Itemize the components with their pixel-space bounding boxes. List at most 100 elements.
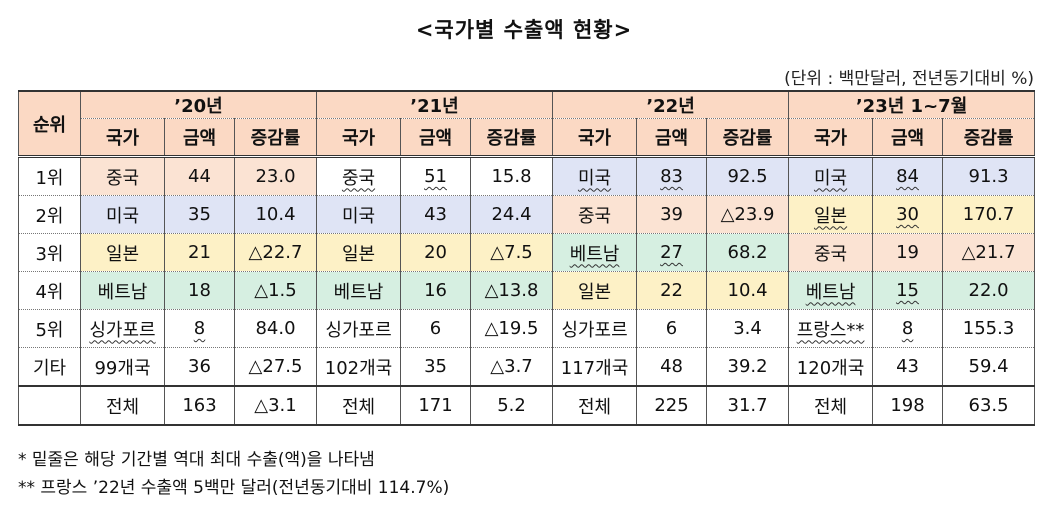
growth-cell: 24.4	[470, 195, 554, 234]
country-name: 싱가포르	[561, 319, 628, 341]
amount-cell: 48	[636, 347, 708, 387]
amount-value: 44	[188, 166, 211, 187]
amount-value: 43	[896, 356, 919, 377]
period-header: ’22년	[552, 90, 790, 119]
amount-value: 83	[660, 166, 683, 187]
country-cell: 전체	[316, 385, 402, 426]
growth-cell: △1.5	[233, 271, 318, 310]
country-name: 중국	[577, 205, 612, 227]
growth-cell: △22.7	[233, 233, 318, 272]
country-name: 미국	[813, 167, 848, 189]
amount-value: 6	[665, 318, 678, 339]
growth-cell: 59.4	[942, 347, 1036, 387]
rank-cell: 기타	[18, 347, 81, 387]
growth-header: 증감률	[470, 118, 554, 158]
country-header: 국가	[788, 118, 874, 158]
amount-value: 51	[424, 166, 447, 187]
period-header-row: 순위 ’20년 ’21년 ’22년 ’23년 1~7월	[18, 90, 1036, 158]
growth-cell: △27.5	[233, 347, 318, 387]
table-row: 3위 일본 21 △22.7 일본 20 △7.5 베트남 27 68.2 중국 19 △21.7	[18, 233, 1036, 272]
amount-cell: 163	[164, 385, 235, 426]
amount-header: 금액	[872, 118, 944, 158]
country-header: 국가	[316, 118, 402, 158]
table-row: 2위 미국 35 10.4 미국 43 24.4 중국 39 △23.9 일본 30 170.7	[18, 195, 1036, 234]
growth-cell: 10.4	[706, 271, 790, 310]
growth-header: 증감률	[233, 118, 318, 158]
country-name: 미국	[341, 205, 376, 227]
amount-cell: 43	[400, 195, 472, 234]
country-cell: 싱가포르	[552, 309, 638, 348]
country-cell: 일본	[552, 271, 638, 310]
growth-cell: 10.4	[233, 195, 318, 234]
amount-value: 36	[188, 356, 211, 377]
country-name: 102개국	[324, 357, 393, 379]
amount-cell: 20	[400, 233, 472, 272]
period-header: ’23년 1~7월	[788, 90, 1036, 119]
amount-value: 19	[896, 242, 919, 263]
country-cell: 일본	[316, 233, 402, 272]
country-header: 국가	[552, 118, 638, 158]
amount-value: 30	[896, 204, 919, 225]
country-cell: 120개국	[788, 347, 874, 387]
country-cell: 일본	[788, 195, 874, 234]
country-name: 베트남	[569, 243, 620, 265]
country-name: 베트남	[333, 281, 384, 303]
growth-cell: 63.5	[942, 385, 1036, 426]
amount-cell: 43	[872, 347, 944, 387]
amount-cell: 51	[400, 156, 472, 196]
amount-value: 22	[660, 280, 683, 301]
amount-cell: 36	[164, 347, 235, 387]
growth-cell: 15.8	[470, 156, 554, 196]
footnote: ** 프랑스 ’22년 수출액 5백만 달러(전년동기대비 114.7%)	[18, 478, 450, 498]
country-cell: 미국	[788, 156, 874, 196]
growth-cell: 3.4	[706, 309, 790, 348]
growth-cell: 31.7	[706, 385, 790, 426]
growth-cell: △13.8	[470, 271, 554, 310]
amount-cell: 15	[872, 271, 944, 310]
export-table: 순위 ’20년 ’21년 ’22년 ’23년 1~7월 국가 금액 증감률 국가…	[18, 90, 1036, 426]
amount-value: 39	[660, 204, 683, 225]
country-name: 중국	[813, 243, 848, 265]
period-header: ’20년	[79, 90, 318, 119]
amount-cell: 198	[872, 385, 944, 426]
rank-header: 순위	[18, 90, 81, 158]
country-cell: 전체	[788, 385, 874, 426]
growth-cell: 5.2	[470, 385, 554, 426]
country-cell: 베트남	[552, 233, 638, 272]
amount-cell: 44	[164, 156, 235, 196]
amount-cell: 21	[164, 233, 235, 272]
footnotes: * 밑줄은 해당 기간별 역대 최대 수출(액)을 나타냄 ** 프랑스 ’22…	[18, 446, 449, 502]
amount-cell: 16	[400, 271, 472, 310]
amount-cell: 8	[872, 309, 944, 348]
country-cell: 미국	[552, 156, 638, 196]
growth-cell: 91.3	[942, 156, 1036, 196]
amount-cell: 30	[872, 195, 944, 234]
amount-value: 15	[896, 280, 919, 301]
amount-value: 8	[901, 318, 914, 339]
country-cell: 102개국	[316, 347, 402, 387]
amount-value: 35	[424, 356, 447, 377]
amount-cell: 35	[164, 195, 235, 234]
country-header: 국가	[80, 118, 165, 158]
country-cell: 미국	[80, 195, 165, 234]
amount-header: 금액	[400, 118, 472, 158]
country-cell: 프랑스**	[788, 309, 874, 348]
country-name: 일본	[577, 281, 612, 303]
country-name: 베트남	[805, 281, 856, 303]
country-name: 싱가포르	[89, 319, 156, 341]
growth-cell: 170.7	[942, 195, 1036, 234]
period-header: ’21년	[316, 90, 554, 119]
country-cell: 중국	[316, 156, 402, 196]
rank-cell: 2위	[18, 195, 81, 234]
amount-value: 84	[896, 166, 919, 187]
country-cell: 싱가포르	[80, 309, 165, 348]
growth-cell: 92.5	[706, 156, 790, 196]
table-row: 5위 싱가포르 8 84.0 싱가포르 6 △19.5 싱가포르 6 3.4 프랑스** 8 155.3	[18, 309, 1036, 348]
growth-cell: 23.0	[233, 156, 318, 196]
amount-value: 8	[193, 318, 206, 339]
amount-value: 18	[188, 280, 211, 301]
amount-cell: 8	[164, 309, 235, 348]
amount-value: 16	[424, 280, 447, 301]
footnote: * 밑줄은 해당 기간별 역대 최대 수출(액)을 나타냄	[18, 450, 375, 470]
amount-header: 금액	[164, 118, 235, 158]
